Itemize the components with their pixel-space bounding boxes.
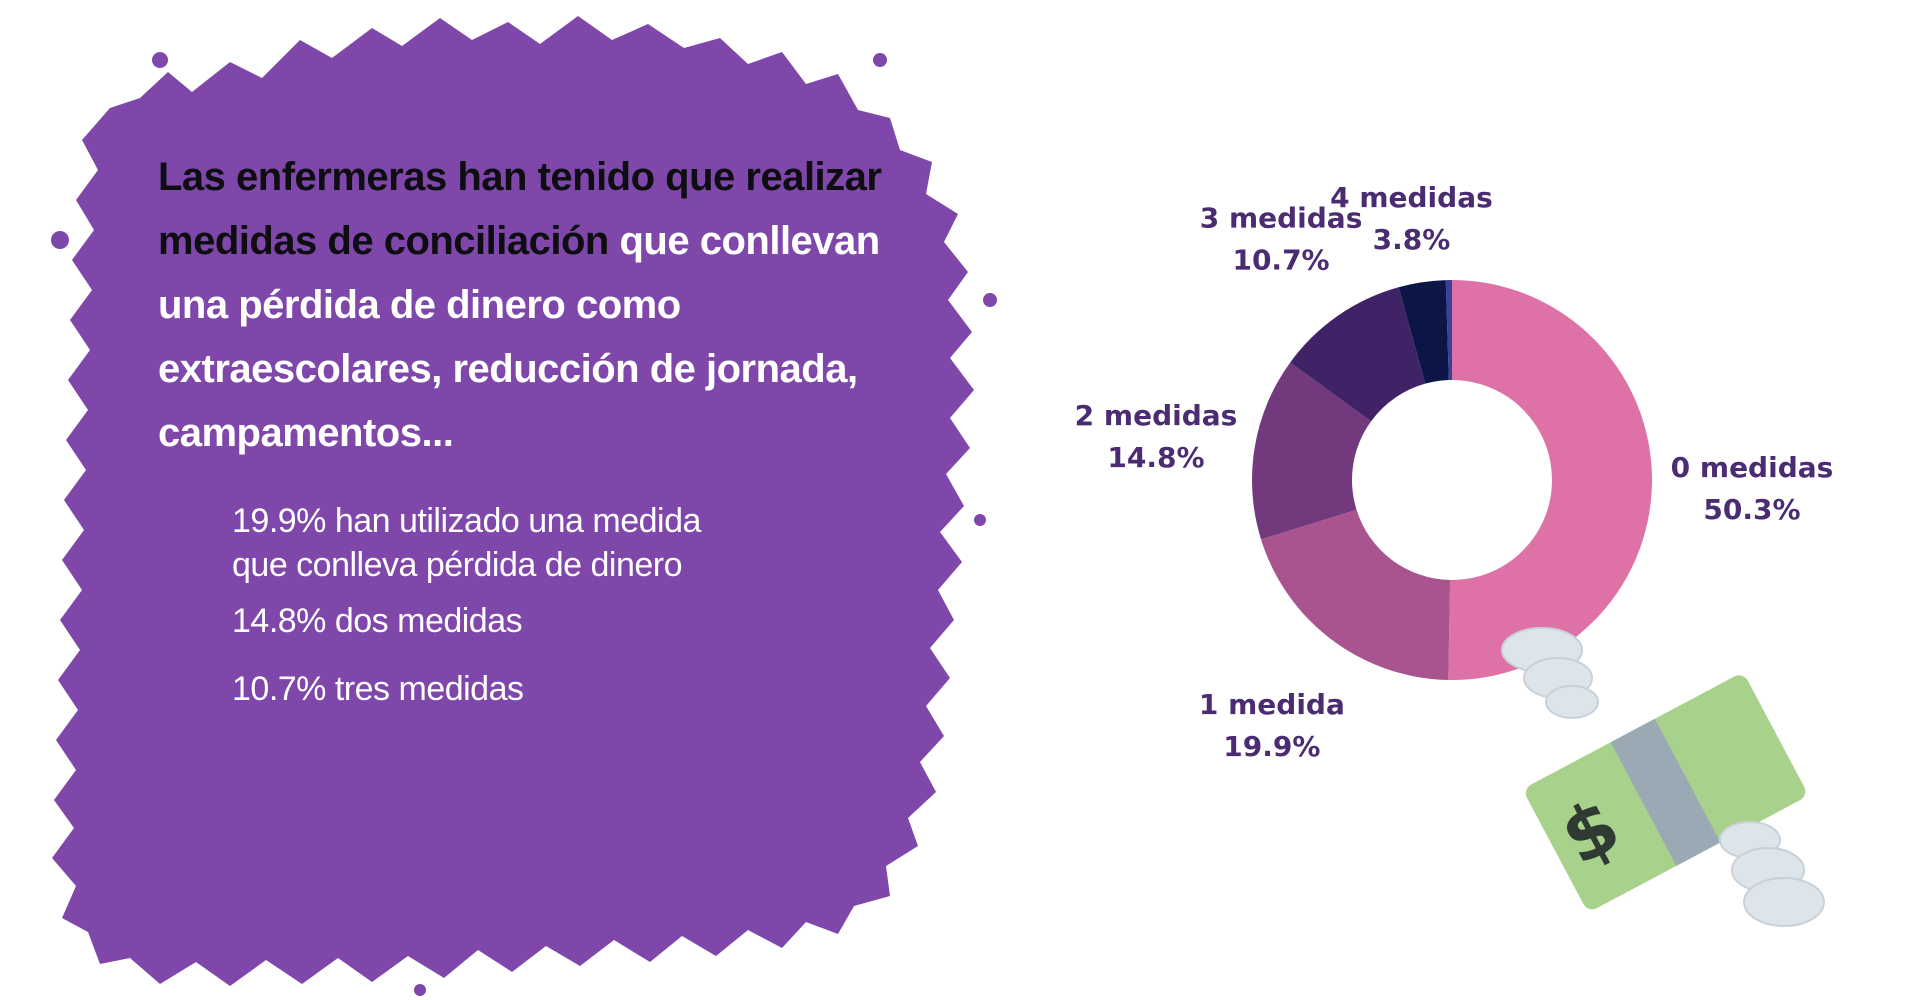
splatter-dot — [152, 52, 168, 68]
donut-slice-0 — [1448, 280, 1653, 681]
money-band — [1610, 718, 1721, 866]
headline-rest: que conllevan una pérdida de dinero como… — [158, 219, 880, 455]
slice-category-label: 4 medidas — [1330, 181, 1493, 214]
slice-value-label: 19.9% — [1223, 730, 1320, 763]
slice-value-label: 10.7% — [1232, 243, 1329, 276]
donut-chart: 0 medidas 50.3% 1 medida 19.9% 2 medidas 14.8… — [1075, 181, 1834, 763]
fact-two-measures: 14.8% dos medidas — [232, 602, 523, 640]
wing-feather — [1545, 685, 1599, 719]
headline-emphasis: Las enfermeras han tenido que realizar me… — [158, 155, 882, 263]
headline-emphasis-line-1: Las enfermeras han tenido que realizar — [158, 155, 882, 199]
slice-category-label: 2 medidas — [1075, 399, 1238, 432]
facts-list: 19.9% han utilizado una medida que conll… — [232, 499, 918, 711]
splatter-dot — [414, 984, 426, 996]
fact-one-measure-line-2: que conlleva pérdida de dinero — [232, 546, 683, 584]
donut-slice-4 — [1398, 280, 1449, 384]
slice-value-label: 50.3% — [1703, 493, 1800, 526]
brush-splatter-group — [51, 52, 997, 996]
donut-slice-2 — [1252, 362, 1372, 540]
splatter-dot — [974, 514, 986, 526]
panel-text-block: Las enfermeras han tenido que realizar me… — [158, 145, 918, 711]
splatter-dot — [873, 53, 887, 67]
brush-stroke-shape — [52, 16, 974, 986]
donut-slice-1 — [1261, 509, 1451, 680]
slice-category-label: 0 medidas — [1671, 451, 1834, 484]
donut-slices — [1252, 280, 1653, 681]
right-wing — [1719, 821, 1825, 927]
slice-category-label: 1 medida — [1199, 688, 1345, 721]
wing-feather — [1743, 877, 1825, 927]
slice-category-label: 3 medidas — [1200, 201, 1363, 234]
headline: Las enfermeras han tenido que realizar me… — [158, 145, 918, 465]
flying-money-icon: $ — [1501, 627, 1825, 927]
splatter-dot — [983, 293, 997, 307]
left-wing — [1501, 627, 1599, 719]
headline-emphasis-line-2: medidas de conciliación — [158, 219, 609, 263]
donut-slice-5 — [1445, 280, 1452, 381]
fact-one-measure-line-1: 19.9% han utilizado una medida — [232, 502, 701, 540]
splatter-dot — [51, 231, 69, 249]
fact-three-measures: 10.7% tres medidas — [232, 670, 524, 708]
donut-labels: 0 medidas 50.3% 1 medida 19.9% 2 medidas 14.8… — [1075, 181, 1834, 763]
donut-slice-3 — [1290, 287, 1426, 422]
slice-value-label: 3.8% — [1373, 223, 1451, 256]
slice-value-label: 14.8% — [1107, 441, 1204, 474]
